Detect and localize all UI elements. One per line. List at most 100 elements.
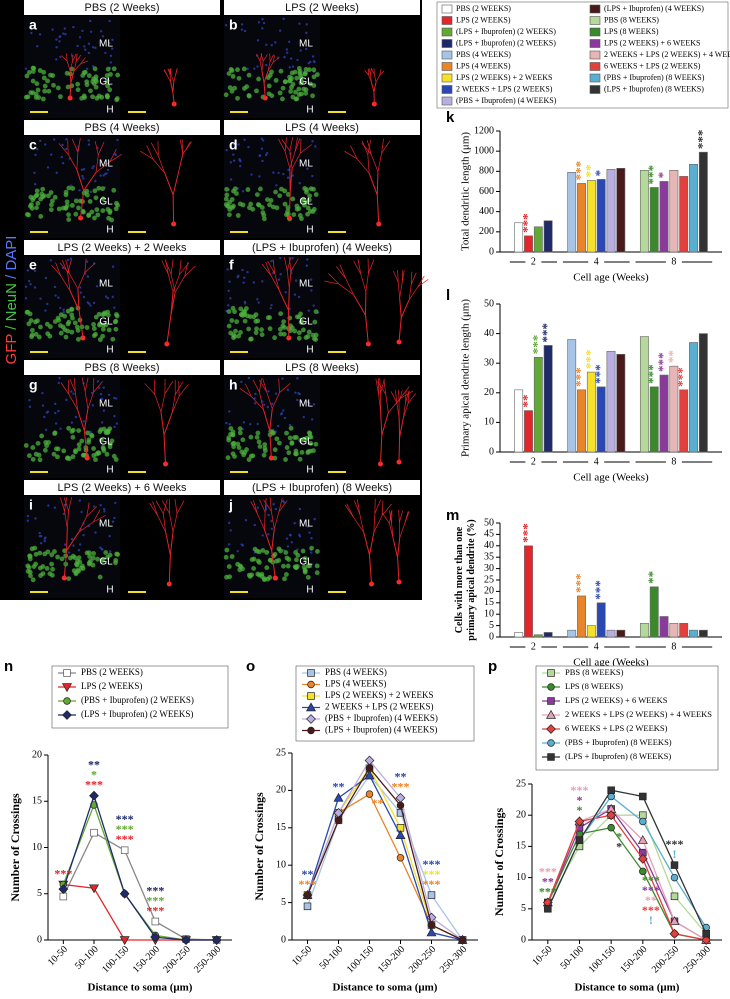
marker	[639, 817, 647, 826]
dapi-nucleus	[51, 28, 54, 31]
dendrite	[152, 158, 166, 174]
dendrite	[370, 82, 375, 92]
neun-cell	[91, 551, 96, 556]
channel-name: / DAPI	[3, 236, 20, 284]
dendrite	[72, 53, 77, 62]
neun-cell	[283, 550, 289, 555]
dendrite	[267, 62, 274, 72]
dendrite	[359, 514, 365, 533]
dendrite	[260, 53, 264, 62]
dendrite	[383, 379, 387, 395]
dendrite	[290, 258, 299, 272]
dapi-nucleus	[99, 30, 103, 33]
significance-stars: **	[665, 350, 680, 363]
y-tick-label: 0	[489, 246, 494, 257]
neun-cell	[246, 326, 252, 332]
neun-cell	[30, 78, 36, 84]
panel-letter: c	[29, 137, 37, 153]
panel-title-bar	[24, 480, 220, 495]
neun-cell	[241, 66, 247, 72]
neun-cell	[284, 445, 290, 450]
marker	[211, 935, 222, 945]
neun-cell	[92, 215, 97, 221]
marker	[670, 892, 679, 901]
neun-cell	[294, 557, 299, 563]
bar	[514, 389, 524, 453]
y-tick-label: 50	[484, 298, 494, 309]
dapi-nucleus	[113, 414, 116, 418]
legend-label: (LPS + Ibuprofen) (8 WEEKS)	[604, 84, 704, 93]
dapi-nucleus	[270, 259, 273, 263]
bar	[679, 389, 689, 453]
dapi-nucleus	[69, 257, 73, 260]
legend-swatch	[441, 96, 453, 106]
dendrite	[286, 257, 292, 272]
dendrite	[345, 278, 355, 296]
x-tick-label: 200-250	[650, 944, 681, 975]
marker	[670, 873, 679, 882]
x-tick-label: 50-100	[558, 944, 586, 972]
neun-cell	[79, 563, 85, 569]
dendrite	[163, 434, 167, 465]
neun-cell	[76, 205, 81, 211]
dapi-nucleus	[306, 525, 310, 528]
dapi-nucleus	[77, 548, 81, 552]
dendrite	[346, 503, 354, 518]
neun-cell	[100, 326, 106, 332]
dapi-nucleus	[102, 409, 106, 412]
dendrite	[368, 554, 372, 585]
bar	[649, 586, 659, 638]
dendrite	[398, 317, 402, 343]
dapi-nucleus	[298, 22, 301, 25]
layer-label: H	[306, 225, 313, 236]
dapi-nucleus	[286, 388, 290, 392]
neun-cell	[278, 186, 284, 192]
neun-cell	[282, 79, 288, 85]
significance-stars: ***	[85, 777, 103, 791]
dendrite	[239, 388, 252, 397]
dendrite	[69, 82, 72, 99]
neun-cell	[313, 309, 319, 315]
neun-cell	[74, 562, 80, 568]
dapi-nucleus	[70, 421, 74, 424]
dapi-nucleus	[277, 278, 281, 281]
dendrite	[155, 500, 164, 514]
dendrite	[84, 391, 89, 409]
neun-cell	[69, 202, 75, 208]
significance-stars: **	[645, 893, 657, 907]
dendrite	[262, 54, 268, 62]
dapi-nucleus	[306, 258, 309, 261]
dapi-nucleus	[44, 143, 47, 146]
significance-stars: **	[582, 164, 597, 177]
chart-panel-letter: k	[446, 109, 455, 126]
dapi-nucleus	[298, 507, 302, 511]
dapi-nucleus	[99, 546, 102, 549]
dendrite	[294, 138, 301, 152]
marker	[547, 669, 555, 677]
dapi-nucleus	[111, 295, 114, 299]
dendrite	[168, 554, 171, 585]
layer-label: H	[306, 345, 313, 356]
y-axis-label: Number of Crossings	[492, 808, 506, 917]
legend-label: (PBS + Ibuprofen) (8 WEEKS)	[604, 73, 705, 82]
micrograph-panel: LPS (2 Weeks) b ML GL H	[223, 0, 420, 118]
dapi-nucleus	[108, 534, 111, 538]
neun-cell	[52, 194, 58, 200]
neun-cell	[294, 75, 300, 81]
x-axis-label: Cell age (Weeks)	[573, 472, 649, 484]
dendrite	[94, 141, 99, 155]
dendrite	[399, 298, 402, 318]
y-tick-label: 5	[521, 903, 526, 914]
dapi-nucleus	[24, 297, 28, 300]
neun-cell	[226, 564, 232, 569]
legend-label: PBS (8 WEEKS)	[604, 15, 659, 24]
dapi-nucleus	[243, 276, 246, 279]
neun-cell	[307, 193, 313, 199]
neun-cell	[66, 425, 72, 431]
neun-cell	[69, 307, 75, 312]
neun-cell	[254, 88, 259, 94]
dapi-nucleus	[103, 510, 106, 513]
dapi-nucleus	[291, 256, 294, 260]
dapi-nucleus	[64, 33, 67, 36]
dapi-nucleus	[100, 280, 103, 283]
